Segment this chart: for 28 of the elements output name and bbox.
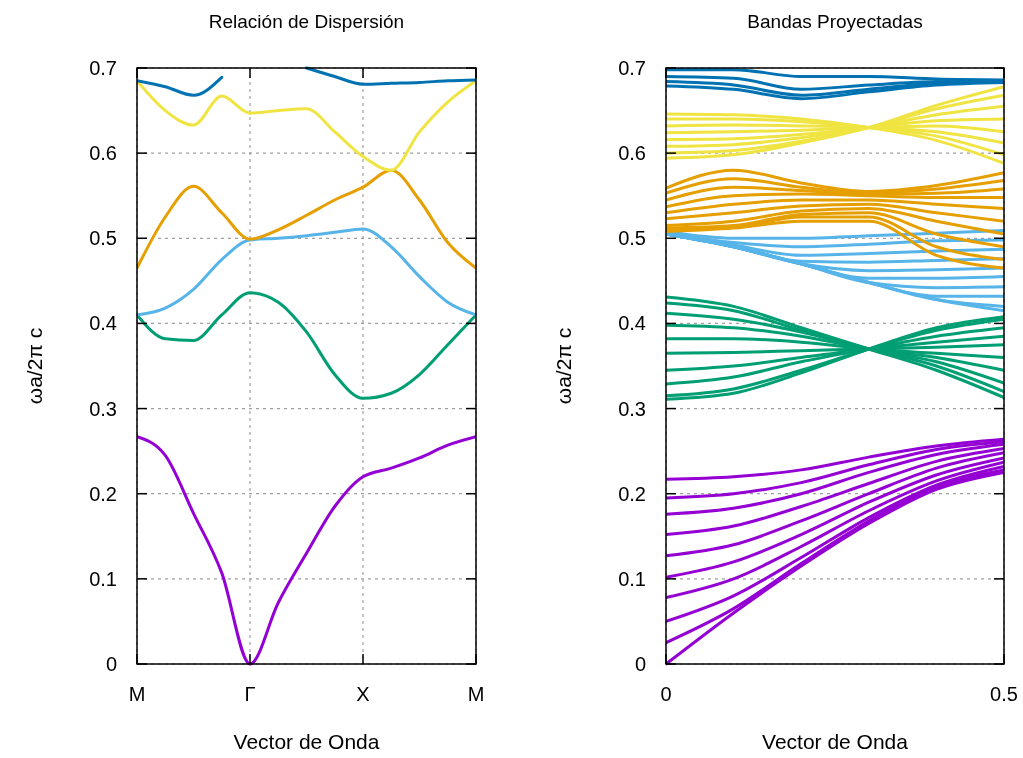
y-tick-label: 0.6 xyxy=(89,142,117,165)
x-tick-label: M xyxy=(467,683,485,705)
y-tick-label: 0.4 xyxy=(618,312,646,335)
y-tick-label: 0.1 xyxy=(618,567,646,590)
x-tick-label: 0.5 xyxy=(990,683,1018,705)
chart-title: Relación de Dispersión xyxy=(208,11,405,32)
x-tick-label: 0 xyxy=(660,683,672,705)
x-axis-title: Vector de Onda xyxy=(762,730,909,753)
y-tick-label: 0.7 xyxy=(89,57,117,79)
y-tick-label: 0.6 xyxy=(618,142,646,165)
y-tick-label: 0 xyxy=(105,653,117,675)
y-tick-label: 0.3 xyxy=(618,397,646,420)
y-tick-label: 0.2 xyxy=(618,482,646,505)
y-tick-label: 0.7 xyxy=(618,57,646,79)
x-tick-label: M xyxy=(128,683,146,705)
x-tick-label: Γ xyxy=(244,683,256,705)
y-tick-label: 0.5 xyxy=(618,227,646,250)
y-axis-title: ωa/2π c xyxy=(552,327,575,405)
x-tick-label: X xyxy=(356,683,370,705)
y-axis-title: ωa/2π c xyxy=(23,327,46,405)
y-tick-label: 0.4 xyxy=(89,312,117,335)
y-tick-label: 0.1 xyxy=(89,567,117,590)
y-tick-label: 0.2 xyxy=(89,482,117,505)
y-tick-label: 0 xyxy=(634,653,646,675)
y-tick-label: 0.3 xyxy=(89,397,117,420)
y-tick-label: 0.5 xyxy=(89,227,117,250)
x-axis-title: Vector de Onda xyxy=(233,730,380,753)
chart-title: Bandas Proyectadas xyxy=(747,11,923,32)
